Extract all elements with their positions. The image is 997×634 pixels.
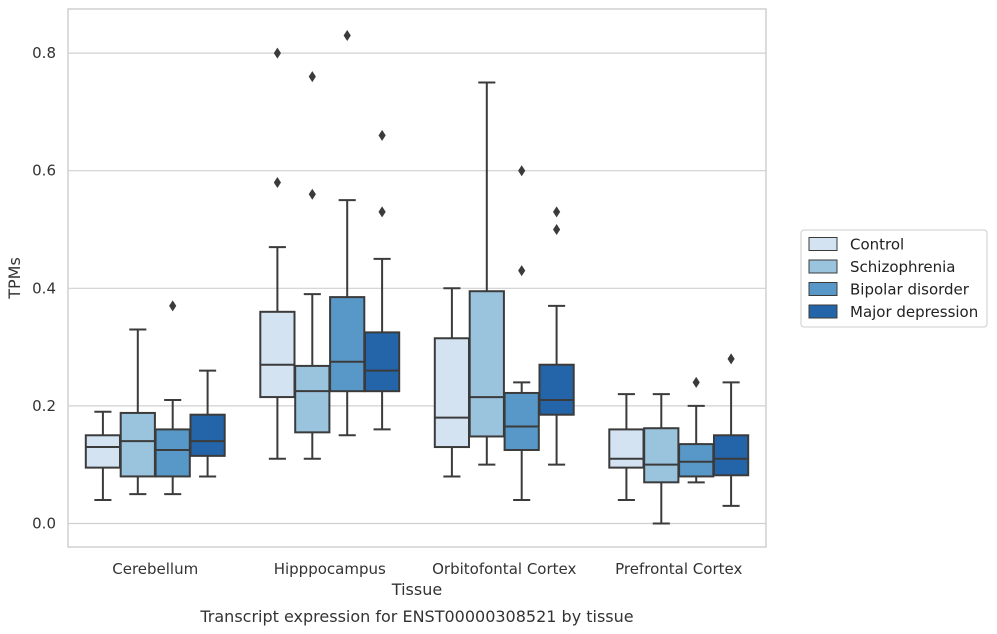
box-1-2 bbox=[329, 29, 366, 437]
y-tick-label: 0.4 bbox=[32, 279, 56, 297]
legend-label: Schizophrenia bbox=[850, 258, 955, 276]
box-body bbox=[468, 290, 505, 438]
y-tick-label: 0.6 bbox=[32, 162, 56, 180]
x-tick-label: Hipppocampus bbox=[274, 560, 386, 578]
x-tick-label: Cerebellum bbox=[112, 560, 198, 578]
box-body bbox=[119, 411, 156, 478]
chart-caption: Transcript expression for ENST0000030852… bbox=[199, 607, 633, 626]
box-0-3 bbox=[189, 369, 226, 478]
legend-label: Control bbox=[850, 236, 904, 254]
box-2-1 bbox=[468, 81, 505, 466]
box-3-2 bbox=[678, 376, 715, 484]
box-body bbox=[643, 427, 680, 484]
outlier-point bbox=[553, 223, 561, 235]
outlier-point bbox=[518, 165, 526, 177]
box-body bbox=[294, 364, 331, 434]
box-2-2 bbox=[503, 165, 540, 501]
legend-swatch bbox=[808, 237, 838, 251]
box-body bbox=[678, 443, 715, 478]
box-3-3 bbox=[712, 353, 750, 507]
box-2-0 bbox=[433, 287, 471, 478]
legend-swatch bbox=[808, 259, 838, 274]
gridlines bbox=[68, 52, 766, 525]
outlier-point bbox=[692, 376, 700, 388]
x-axis-label: Tissue bbox=[391, 580, 442, 599]
box-body bbox=[608, 428, 645, 469]
box-body bbox=[84, 434, 122, 469]
legend-swatch bbox=[808, 304, 838, 319]
box-body bbox=[189, 413, 226, 457]
box-body bbox=[433, 337, 471, 449]
y-tick-label: 0.0 bbox=[32, 514, 56, 532]
outlier-point bbox=[553, 206, 561, 218]
x-tick-label: Orbitofontal Cortex bbox=[432, 560, 576, 578]
x-tick-labels: Cerebellum Hipppocampus Orbitofontal Corte… bbox=[112, 560, 742, 578]
box-body bbox=[363, 331, 401, 393]
outlier-point bbox=[727, 353, 735, 365]
box-body bbox=[154, 428, 191, 478]
box-body bbox=[538, 363, 575, 416]
box-1-0 bbox=[259, 47, 296, 460]
legend-label: Bipolar disorder bbox=[850, 281, 970, 299]
y-tick-labels: 0.0 0.2 0.4 0.6 0.8 bbox=[32, 44, 56, 532]
box-0-0 bbox=[84, 410, 122, 501]
box-body bbox=[259, 310, 296, 399]
outlier-point bbox=[273, 47, 281, 59]
outlier-point bbox=[273, 176, 281, 188]
outlier-point bbox=[343, 29, 351, 41]
box-1-1 bbox=[294, 71, 331, 460]
box-body bbox=[712, 434, 750, 477]
y-axis-label: TPMs bbox=[5, 257, 24, 300]
y-tick-label: 0.2 bbox=[32, 397, 56, 415]
x-tick-label: Prefrontal Cortex bbox=[615, 560, 742, 578]
legend-swatch bbox=[808, 282, 838, 296]
outlier-point bbox=[169, 300, 177, 312]
outlier-point bbox=[308, 71, 316, 83]
outlier-point bbox=[378, 129, 386, 141]
legend-frame bbox=[800, 229, 988, 328]
box-body bbox=[503, 391, 540, 451]
y-tick-label: 0.8 bbox=[32, 44, 56, 62]
legend: Control Schizophrenia Bipolar disorder Majo… bbox=[800, 229, 988, 328]
box-0-2 bbox=[154, 300, 191, 496]
box-series bbox=[84, 29, 750, 525]
outlier-point bbox=[378, 206, 386, 218]
legend-label: Major depression bbox=[850, 303, 978, 321]
outlier-point bbox=[518, 265, 526, 277]
outlier-point bbox=[308, 188, 316, 200]
box-2-3 bbox=[538, 206, 575, 466]
box-body bbox=[329, 296, 366, 393]
box-1-3 bbox=[363, 129, 401, 431]
